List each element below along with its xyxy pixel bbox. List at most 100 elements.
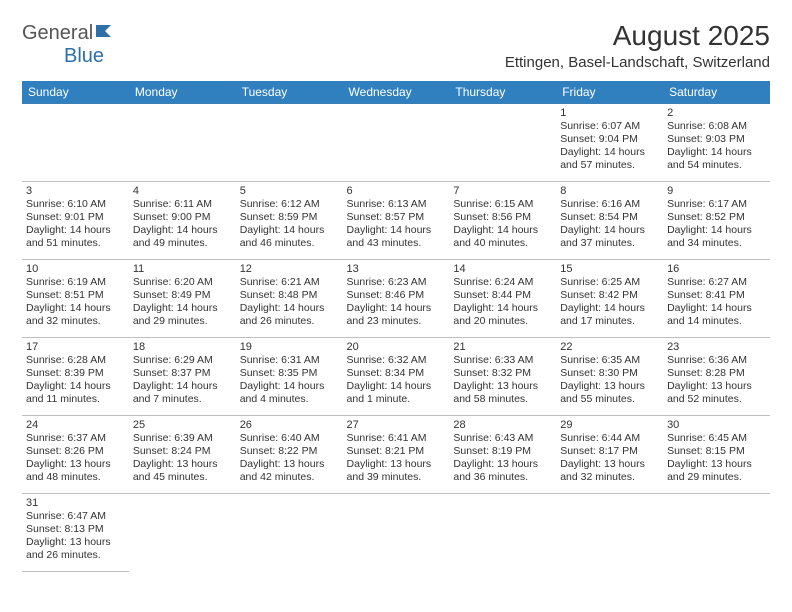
day-detail: Sunset: 8:41 PM: [667, 289, 766, 302]
day-detail: Sunset: 8:22 PM: [240, 445, 339, 458]
day-number: 3: [26, 185, 125, 197]
day-detail: and 46 minutes.: [240, 237, 339, 250]
calendar-row: 17Sunrise: 6:28 AMSunset: 8:39 PMDayligh…: [22, 338, 770, 416]
brand-part2: Blue: [64, 45, 104, 67]
day-header-row: SundayMondayTuesdayWednesdayThursdayFrid…: [22, 81, 770, 104]
calendar-cell: [236, 494, 343, 572]
day-detail: Sunrise: 6:12 AM: [240, 198, 339, 211]
day-detail: and 40 minutes.: [453, 237, 552, 250]
day-detail: Sunrise: 6:33 AM: [453, 354, 552, 367]
day-detail: and 57 minutes.: [560, 159, 659, 172]
day-detail: Sunset: 8:44 PM: [453, 289, 552, 302]
calendar-cell: 21Sunrise: 6:33 AMSunset: 8:32 PMDayligh…: [449, 338, 556, 416]
day-detail: Sunset: 8:34 PM: [347, 367, 446, 380]
page-title: August 2025: [505, 20, 770, 52]
calendar-cell: [663, 494, 770, 572]
day-number: 14: [453, 263, 552, 275]
calendar-row: 3Sunrise: 6:10 AMSunset: 9:01 PMDaylight…: [22, 182, 770, 260]
flag-icon: [95, 22, 115, 45]
calendar-cell: [236, 104, 343, 182]
day-detail: Sunrise: 6:13 AM: [347, 198, 446, 211]
calendar-cell: 2Sunrise: 6:08 AMSunset: 9:03 PMDaylight…: [663, 104, 770, 182]
day-detail: Sunrise: 6:21 AM: [240, 276, 339, 289]
day-detail: Sunrise: 6:40 AM: [240, 432, 339, 445]
calendar-cell: 31Sunrise: 6:47 AMSunset: 8:13 PMDayligh…: [22, 494, 129, 572]
day-detail: Daylight: 14 hours: [26, 302, 125, 315]
calendar-cell: 1Sunrise: 6:07 AMSunset: 9:04 PMDaylight…: [556, 104, 663, 182]
calendar-cell: [343, 494, 450, 572]
calendar-cell: 19Sunrise: 6:31 AMSunset: 8:35 PMDayligh…: [236, 338, 343, 416]
day-detail: and 26 minutes.: [240, 315, 339, 328]
day-detail: Daylight: 14 hours: [133, 380, 232, 393]
day-detail: Sunrise: 6:27 AM: [667, 276, 766, 289]
day-number: 20: [347, 341, 446, 353]
day-detail: Daylight: 13 hours: [347, 458, 446, 471]
day-detail: Sunset: 8:15 PM: [667, 445, 766, 458]
day-detail: Sunrise: 6:35 AM: [560, 354, 659, 367]
calendar-cell: 23Sunrise: 6:36 AMSunset: 8:28 PMDayligh…: [663, 338, 770, 416]
day-detail: Daylight: 13 hours: [133, 458, 232, 471]
calendar-cell: 22Sunrise: 6:35 AMSunset: 8:30 PMDayligh…: [556, 338, 663, 416]
calendar-cell: 27Sunrise: 6:41 AMSunset: 8:21 PMDayligh…: [343, 416, 450, 494]
day-detail: Sunrise: 6:17 AM: [667, 198, 766, 211]
day-detail: Daylight: 14 hours: [453, 302, 552, 315]
day-detail: Sunset: 9:00 PM: [133, 211, 232, 224]
day-number: 16: [667, 263, 766, 275]
day-detail: Sunrise: 6:32 AM: [347, 354, 446, 367]
day-detail: Sunset: 8:35 PM: [240, 367, 339, 380]
day-number: 8: [560, 185, 659, 197]
day-detail: Daylight: 14 hours: [240, 302, 339, 315]
day-number: 26: [240, 419, 339, 431]
calendar-cell: 5Sunrise: 6:12 AMSunset: 8:59 PMDaylight…: [236, 182, 343, 260]
day-number: 17: [26, 341, 125, 353]
day-detail: and 20 minutes.: [453, 315, 552, 328]
day-detail: Daylight: 13 hours: [453, 458, 552, 471]
calendar-cell: 7Sunrise: 6:15 AMSunset: 8:56 PMDaylight…: [449, 182, 556, 260]
day-detail: and 58 minutes.: [453, 393, 552, 406]
day-detail: Sunrise: 6:45 AM: [667, 432, 766, 445]
calendar-cell: 10Sunrise: 6:19 AMSunset: 8:51 PMDayligh…: [22, 260, 129, 338]
calendar-cell: 16Sunrise: 6:27 AMSunset: 8:41 PMDayligh…: [663, 260, 770, 338]
day-number: 31: [26, 497, 125, 509]
calendar-cell: 8Sunrise: 6:16 AMSunset: 8:54 PMDaylight…: [556, 182, 663, 260]
day-detail: and 42 minutes.: [240, 471, 339, 484]
day-number: 27: [347, 419, 446, 431]
day-number: 23: [667, 341, 766, 353]
calendar-row: 1Sunrise: 6:07 AMSunset: 9:04 PMDaylight…: [22, 104, 770, 182]
day-detail: Daylight: 14 hours: [667, 302, 766, 315]
brand-part1: General: [22, 22, 93, 44]
day-detail: Daylight: 13 hours: [560, 380, 659, 393]
calendar-cell: [556, 494, 663, 572]
day-detail: Sunrise: 6:10 AM: [26, 198, 125, 211]
day-detail: Sunrise: 6:31 AM: [240, 354, 339, 367]
day-header: Saturday: [663, 81, 770, 104]
day-detail: Sunset: 9:04 PM: [560, 133, 659, 146]
day-detail: and 54 minutes.: [667, 159, 766, 172]
day-detail: Sunset: 8:26 PM: [26, 445, 125, 458]
day-number: 15: [560, 263, 659, 275]
day-number: 25: [133, 419, 232, 431]
day-detail: and 1 minute.: [347, 393, 446, 406]
day-detail: and 36 minutes.: [453, 471, 552, 484]
day-header: Tuesday: [236, 81, 343, 104]
day-detail: Sunset: 8:57 PM: [347, 211, 446, 224]
calendar-cell: 29Sunrise: 6:44 AMSunset: 8:17 PMDayligh…: [556, 416, 663, 494]
calendar-cell: [449, 494, 556, 572]
day-detail: Sunrise: 6:37 AM: [26, 432, 125, 445]
day-detail: Sunrise: 6:47 AM: [26, 510, 125, 523]
day-detail: Sunrise: 6:24 AM: [453, 276, 552, 289]
day-header: Wednesday: [343, 81, 450, 104]
day-detail: Sunset: 8:54 PM: [560, 211, 659, 224]
day-detail: Sunset: 8:19 PM: [453, 445, 552, 458]
day-header: Thursday: [449, 81, 556, 104]
day-detail: Daylight: 14 hours: [133, 224, 232, 237]
calendar-cell: 26Sunrise: 6:40 AMSunset: 8:22 PMDayligh…: [236, 416, 343, 494]
day-detail: Daylight: 13 hours: [667, 380, 766, 393]
day-detail: Daylight: 14 hours: [26, 224, 125, 237]
day-detail: Sunrise: 6:39 AM: [133, 432, 232, 445]
day-detail: and 45 minutes.: [133, 471, 232, 484]
calendar-cell: 28Sunrise: 6:43 AMSunset: 8:19 PMDayligh…: [449, 416, 556, 494]
day-detail: Sunrise: 6:28 AM: [26, 354, 125, 367]
day-detail: Sunset: 8:24 PM: [133, 445, 232, 458]
calendar-row: 10Sunrise: 6:19 AMSunset: 8:51 PMDayligh…: [22, 260, 770, 338]
